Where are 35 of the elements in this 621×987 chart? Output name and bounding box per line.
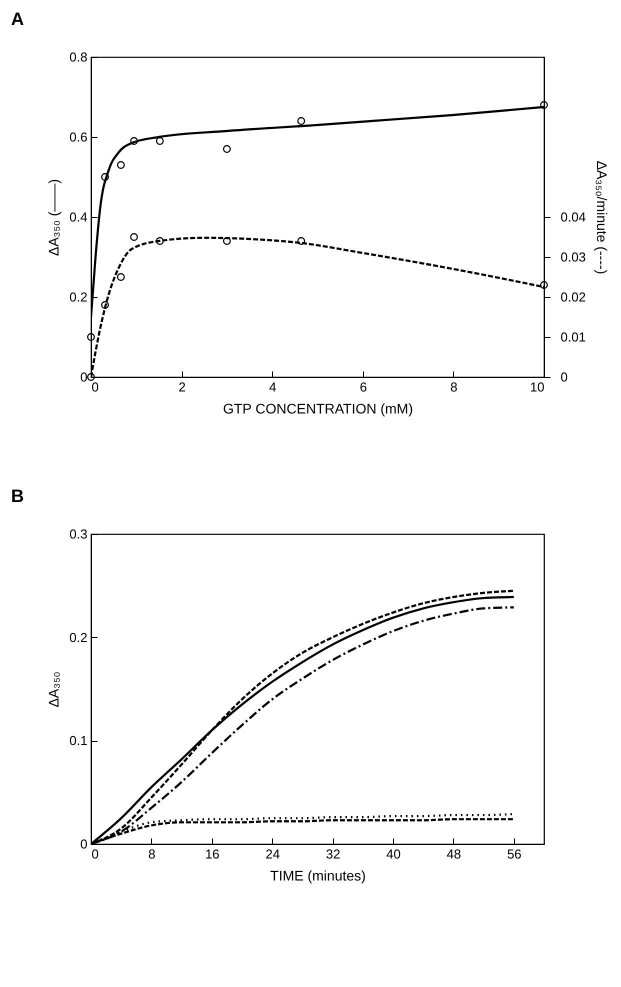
x-axis-title: GTP CONCENTRATION (mM) [222,400,414,416]
chart-title: A [11,9,24,29]
x-tick-label: 48 [446,846,462,862]
x-tick-label: 56 [507,846,522,862]
y-axis-title: ΔA₃₅₀ [45,671,62,708]
x-tick-label: 16 [205,846,220,862]
y-tick-label: 0.8 [69,50,88,64]
x-tick-label: 8 [148,846,156,862]
y-tick-label: 0.3 [69,526,88,542]
x-tick-label: 6 [360,380,367,394]
y-tick-label: 0.4 [69,210,88,224]
x-tick-label: 10 [530,380,544,394]
y-axis-title: ΔA₃₅₀ (——) [45,178,62,256]
y2-tick-label: 0 [560,370,568,384]
y-tick-label: 0.2 [69,630,88,645]
y2-tick-label: 0.02 [560,290,586,304]
x-tick-label: 0 [92,846,99,862]
x-tick-label: 24 [265,846,280,862]
chart-title: B [11,486,24,506]
x-tick-label: 2 [178,380,186,394]
y-tick-label: 0.6 [69,130,88,144]
y-tick-label: 0.1 [69,733,88,748]
y2-tick-label: 0.03 [560,250,586,264]
x-tick-label: 40 [386,846,401,862]
y-tick-label: 0.2 [69,290,88,304]
y2-tick-label: 0.04 [560,210,586,224]
x-tick-label: 32 [326,846,340,862]
x-tick-label: 0 [92,380,99,394]
x-axis-title: TIME (minutes) [270,868,366,884]
y-tick-label: 0 [80,836,88,852]
y-tick-label: 0 [80,370,88,384]
x-tick-label: 4 [269,380,276,394]
y2-tick-label: 0.01 [560,330,586,344]
x-tick-label: 8 [450,380,458,394]
y2-axis-title: ΔA₃₅₀/minute (----) [594,160,610,274]
